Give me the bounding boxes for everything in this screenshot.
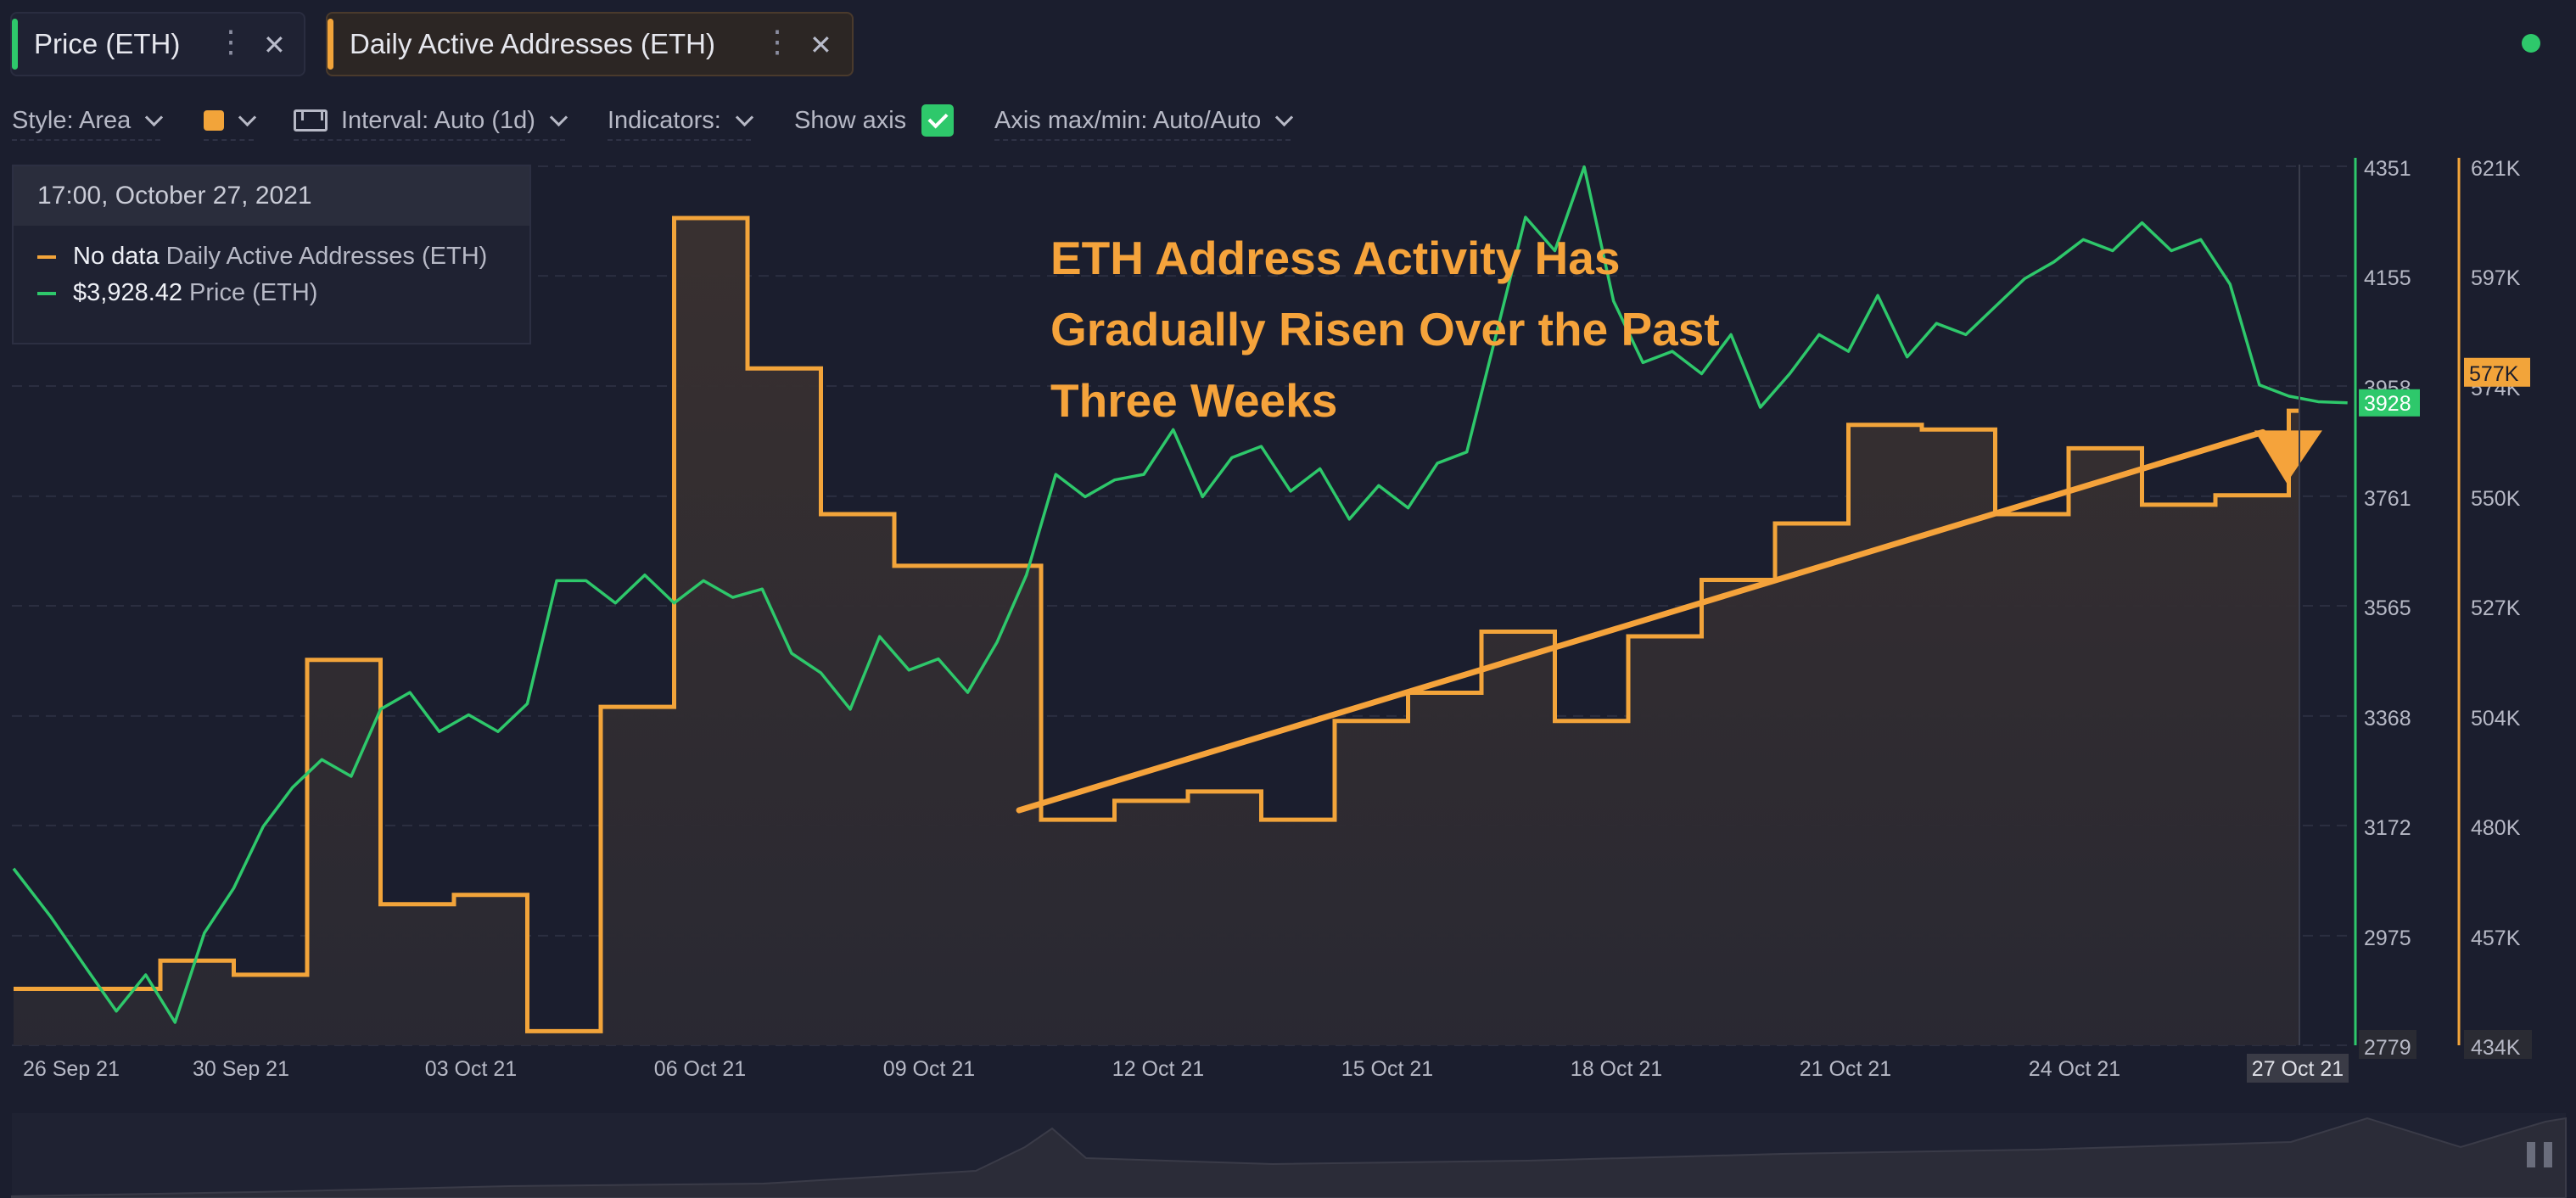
series-dash: [37, 255, 56, 259]
tooltip-datetime: 17:00, October 27, 2021: [14, 166, 529, 226]
x-axis-tick: 12 Oct 21: [1112, 1057, 1204, 1081]
tab-price-eth[interactable]: Price (ETH) ⋮ ✕: [10, 12, 305, 76]
navigator-handle: [2544, 1142, 2552, 1167]
show-axis-toggle[interactable]: Show axis: [794, 102, 955, 139]
x-axis-tick: 18 Oct 21: [1571, 1057, 1662, 1081]
daa-axis-tick: 527K: [2471, 596, 2521, 620]
navigator-area: [11, 1117, 2567, 1198]
ruler-icon: [294, 109, 328, 132]
daa-axis-tick: 457K: [2471, 926, 2521, 950]
price-axis-tick: 3761: [2364, 487, 2411, 511]
chart-annotation: ETH Address Activity Has Gradually Risen…: [1050, 222, 1720, 436]
tooltip-series-name: Daily Active Addresses (ETH): [165, 243, 488, 270]
color-picker[interactable]: [204, 102, 257, 141]
x-highlight-label: 27 Oct 21: [2252, 1057, 2344, 1081]
more-options-icon[interactable]: ⋮: [216, 24, 246, 59]
tooltip-value: No data: [73, 243, 160, 270]
indicators-dropdown[interactable]: Indicators:: [608, 102, 753, 141]
tab-color-bar: [12, 19, 18, 70]
interval-dropdown[interactable]: Interval: Auto (1d): [294, 102, 568, 141]
daa-current-badge: [2464, 357, 2530, 387]
daa-area: [14, 217, 2299, 1045]
price-axis-tick: 4351: [2364, 157, 2411, 181]
tab-color-bar: [328, 19, 333, 70]
trendline-arrow: [1016, 428, 2266, 814]
trendline-arrowhead: [2254, 430, 2322, 484]
x-axis-tick: 24 Oct 21: [2029, 1057, 2120, 1081]
price-axis-tick: 2975: [2364, 926, 2411, 950]
x-highlight-box: [2247, 1054, 2349, 1083]
tooltip-row-price: $3,928.42 Price (ETH): [37, 279, 529, 307]
series-color-swatch: [204, 110, 224, 131]
price-axis-tick: 3565: [2364, 596, 2411, 620]
tooltip-series-name: Price (ETH): [189, 279, 318, 306]
tab-daily-active-addresses[interactable]: Daily Active Addresses (ETH) ⋮ ✕: [326, 12, 854, 76]
tab-label: Daily Active Addresses (ETH): [350, 28, 715, 59]
chart-tooltip: 17:00, October 27, 2021 No data Daily Ac…: [12, 165, 531, 344]
daa-axis-tick: 504K: [2471, 707, 2521, 731]
more-options-icon[interactable]: ⋮: [762, 24, 792, 59]
price-current-badge: [2359, 389, 2420, 417]
annotation-line: Gradually Risen Over the Past: [1050, 303, 1720, 355]
daa-axis-min-box: [2464, 1030, 2532, 1059]
annotation-line: Three Weeks: [1050, 374, 1338, 427]
daa-axis-tick: 480K: [2471, 816, 2521, 840]
price-axis-tick: 2779: [2364, 1036, 2411, 1060]
navigator-handle: [2527, 1142, 2535, 1167]
price-axis-tick: 3172: [2364, 816, 2411, 840]
axis-maxmin-label: Axis max/min: Auto/Auto: [994, 106, 1262, 134]
daa-axis-tick: 597K: [2471, 266, 2521, 290]
x-axis-tick: 26 Sep 21: [23, 1057, 120, 1081]
series-dash: [37, 291, 56, 295]
tab-label: Price (ETH): [34, 28, 181, 59]
price-axis-tick: 3368: [2364, 707, 2411, 731]
tooltip-row-daa: No data Daily Active Addresses (ETH): [37, 243, 529, 271]
price-axis-min-box: [2359, 1030, 2416, 1059]
x-axis-tick: 06 Oct 21: [654, 1057, 746, 1081]
indicators-label: Indicators:: [608, 106, 721, 134]
price-line: [12, 165, 2348, 1024]
annotation-line: ETH Address Activity Has: [1050, 232, 1621, 284]
close-icon[interactable]: ✕: [809, 30, 832, 60]
x-axis-tick: 21 Oct 21: [1800, 1057, 1891, 1081]
x-axis-tick: 03 Oct 21: [425, 1057, 517, 1081]
daa-current-value: 577K: [2469, 362, 2519, 386]
daa-axis-tick: 621K: [2471, 157, 2521, 181]
style-label: Style: Area: [12, 106, 132, 134]
connection-status-icon: [2522, 34, 2540, 53]
axis-maxmin-dropdown[interactable]: Axis max/min: Auto/Auto: [994, 102, 1294, 141]
daa-axis-tick: 434K: [2471, 1036, 2521, 1060]
show-axis-label: Show axis: [794, 106, 907, 134]
price-current-value: 3928: [2364, 392, 2411, 416]
price-axis-tick: 4155: [2364, 266, 2411, 290]
show-axis-checkbox[interactable]: [921, 104, 955, 137]
daa-step-line: [14, 216, 2299, 1033]
daa-axis-tick: 550K: [2471, 487, 2521, 511]
tooltip-value: $3,928.42: [73, 279, 183, 306]
x-axis-tick: 09 Oct 21: [883, 1057, 975, 1081]
style-dropdown[interactable]: Style: Area: [12, 102, 164, 141]
interval-label: Interval: Auto (1d): [341, 106, 535, 134]
close-icon[interactable]: ✕: [263, 30, 286, 60]
x-axis-tick: 15 Oct 21: [1341, 1057, 1433, 1081]
x-axis-tick: 30 Sep 21: [193, 1057, 289, 1081]
